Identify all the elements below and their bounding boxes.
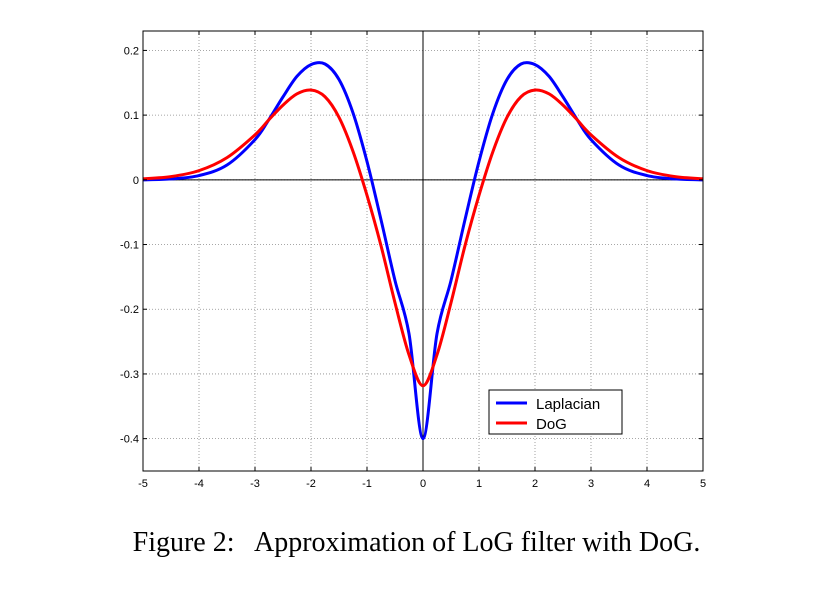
- y-tick-label: -0.3: [120, 369, 139, 381]
- x-tick-label: 1: [476, 478, 482, 490]
- caption-text: Approximation of LoG filter with DoG.: [253, 527, 701, 558]
- chart: -5 -4 -3 -2 -1 0 1 2 3 4 50.20.10-0.1-0.2-0.3-0.4 …: [120, 30, 707, 490]
- x-tick-label: -4: [194, 478, 204, 490]
- series-line-dog: [142, 88, 704, 388]
- x-tick-label: 5: [700, 478, 706, 490]
- x-tick-label: -5: [138, 478, 148, 490]
- y-tick-label: -0.4: [120, 434, 139, 446]
- ticks: -5 -4 -3 -2 -1 0 1 2 3 4 5 0.2 0.1 0 -0.1 -0.2 -0.3 -0.4: [120, 31, 706, 490]
- y-tick-label: 0.1: [124, 110, 139, 122]
- x-tick-label: 4: [644, 478, 650, 490]
- y-tick-label: -0.2: [120, 304, 139, 316]
- x-tick-label: 0: [420, 478, 426, 490]
- y-tick-label: 0: [133, 175, 139, 187]
- zero-axes: [143, 31, 703, 471]
- x-tick-label: 3: [588, 478, 594, 490]
- y-tick-label: 0.2: [124, 45, 139, 57]
- legend-box: [488, 389, 623, 435]
- series-line-laplacian: [142, 61, 704, 441]
- series-lines: [142, 61, 704, 441]
- x-tick-label: -2: [306, 478, 316, 490]
- x-tick-label: -1: [362, 478, 372, 490]
- legend: Laplacian DoG: [488, 389, 623, 435]
- figure-caption: Figure 2: Approximation of LoG filter wi…: [0, 527, 833, 559]
- y-tick-label: -0.1: [120, 240, 139, 252]
- caption-label: Figure 2:: [132, 527, 235, 558]
- legend-label-laplacian: Laplacian: [536, 396, 600, 413]
- x-tick-label: -3: [250, 478, 260, 490]
- x-tick-label: 2: [532, 478, 538, 490]
- legend-label-dog: DoG: [536, 416, 567, 433]
